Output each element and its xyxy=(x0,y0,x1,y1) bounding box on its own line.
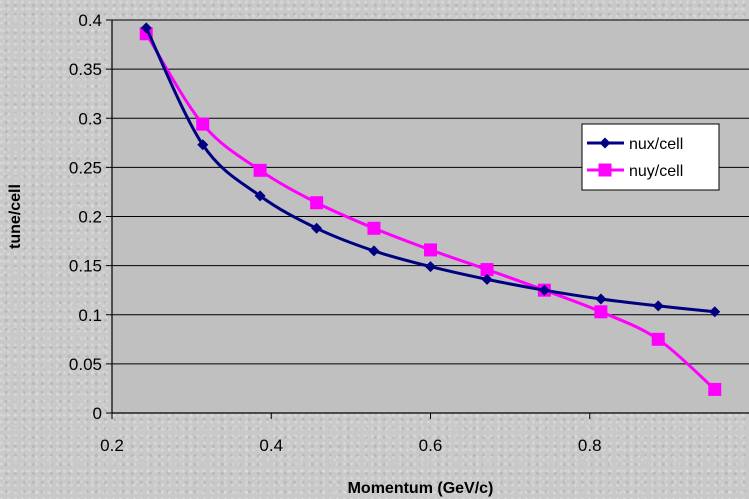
data-point xyxy=(652,300,664,312)
legend-label: nuy/cell xyxy=(629,163,683,180)
data-point xyxy=(708,382,722,396)
legend-item: nux/cell xyxy=(587,136,683,153)
x-tick-label: 0.2 xyxy=(100,436,124,455)
x-tick-label: 0.4 xyxy=(259,436,283,455)
y-tick-label: 0.25 xyxy=(69,158,102,177)
series-layer xyxy=(139,22,722,396)
y-tick-label: 0.3 xyxy=(78,109,102,128)
data-point xyxy=(481,273,493,285)
data-point xyxy=(197,139,209,151)
y-tick-label: 0 xyxy=(93,404,102,423)
data-point xyxy=(538,284,550,296)
x-tick-label: 0.8 xyxy=(578,436,602,455)
legend-marker xyxy=(598,163,612,177)
data-point xyxy=(594,305,608,319)
data-point xyxy=(424,243,437,257)
y-tick-label: 0.05 xyxy=(69,355,102,374)
data-point xyxy=(368,245,380,257)
data-point xyxy=(367,221,381,235)
legend-marker xyxy=(599,137,611,149)
data-point xyxy=(651,332,665,346)
y-tick-label: 0.2 xyxy=(78,208,102,227)
y-tick-label: 0.1 xyxy=(78,306,102,325)
data-point xyxy=(425,261,436,273)
data-point xyxy=(254,190,266,202)
data-point xyxy=(595,293,607,305)
y-tick-label: 0.4 xyxy=(78,11,102,30)
axes xyxy=(106,19,749,419)
data-point xyxy=(480,263,494,277)
data-point xyxy=(709,306,721,318)
data-point xyxy=(310,196,324,210)
legend-item: nuy/cell xyxy=(587,163,683,180)
data-point xyxy=(140,22,152,34)
series-line xyxy=(144,27,715,314)
legend-box xyxy=(581,123,720,191)
legend-label: nux/cell xyxy=(629,136,683,153)
x-axis-title: Momentum (GeV/c) xyxy=(348,480,494,497)
y-axis-title: tune/cell xyxy=(7,184,24,249)
data-point xyxy=(253,163,267,177)
y-tick-label: 0.35 xyxy=(69,60,102,79)
data-point xyxy=(196,117,210,131)
series-nux-cell xyxy=(140,22,721,318)
data-point xyxy=(311,222,323,234)
tick-labels: 0 0.05 0.1 0.15 0.2 0.25 0.3 0.35 0.4 0.2 0.4 0.6 0.… xyxy=(69,11,602,455)
x-tick-label: 0.6 xyxy=(419,436,443,455)
legend: nux/cell nuy/cell xyxy=(581,123,720,191)
y-tick-label: 0.15 xyxy=(69,257,102,276)
